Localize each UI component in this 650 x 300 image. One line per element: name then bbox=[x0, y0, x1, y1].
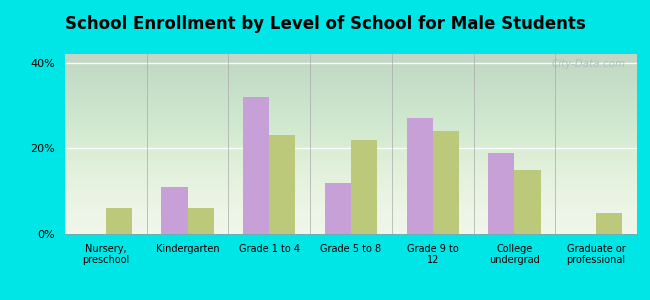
Bar bbox=[514, 170, 541, 234]
Text: City-Data.com: City-Data.com bbox=[551, 59, 625, 69]
Bar bbox=[488, 153, 514, 234]
Bar bbox=[433, 131, 459, 234]
Bar bbox=[406, 118, 433, 234]
Bar bbox=[325, 183, 351, 234]
Bar bbox=[269, 135, 296, 234]
Text: School Enrollment by Level of School for Male Students: School Enrollment by Level of School for… bbox=[64, 15, 586, 33]
Bar bbox=[188, 208, 214, 234]
Bar bbox=[596, 213, 622, 234]
Bar bbox=[351, 140, 377, 234]
Bar bbox=[161, 187, 188, 234]
Bar bbox=[243, 97, 269, 234]
Bar bbox=[106, 208, 132, 234]
